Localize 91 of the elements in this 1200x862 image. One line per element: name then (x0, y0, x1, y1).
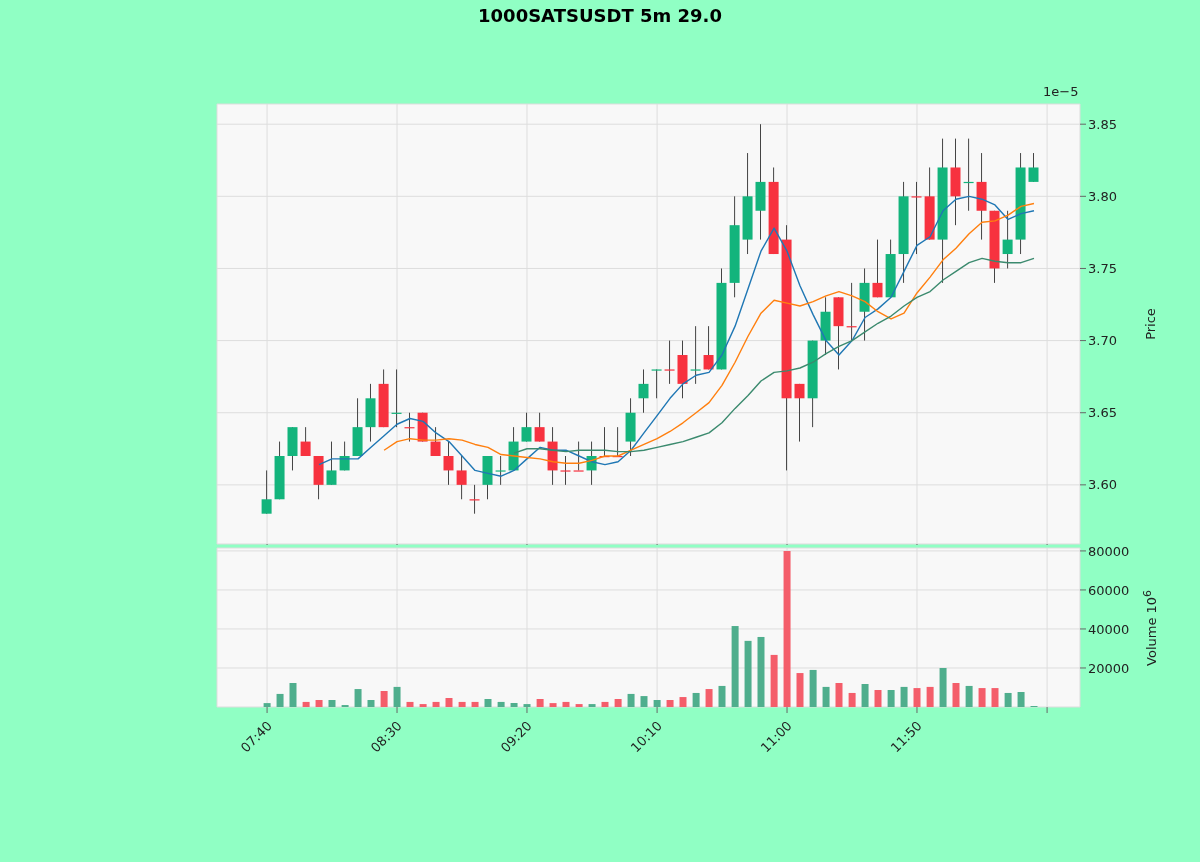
bar (393, 686, 401, 707)
bar (991, 688, 999, 707)
bar (419, 704, 427, 707)
bar (302, 701, 310, 707)
bar (549, 703, 557, 707)
bar (770, 654, 778, 707)
candlestick (560, 455, 571, 486)
candlestick (794, 383, 805, 443)
text: 1e−5 (1043, 84, 1079, 99)
bar (484, 699, 492, 707)
bar (562, 701, 570, 707)
bar (679, 697, 687, 707)
bar (328, 699, 336, 707)
bar (380, 691, 388, 707)
bar (445, 698, 453, 707)
y-tick-label: 40000 (1088, 621, 1130, 637)
bar (276, 693, 284, 707)
bar (432, 701, 440, 707)
y-tick-label: 60000 (1088, 582, 1130, 598)
bar (263, 703, 271, 707)
candlestick (300, 426, 311, 457)
bar (848, 692, 856, 707)
candlestick (521, 412, 532, 443)
bar (1004, 692, 1012, 707)
bar (835, 683, 843, 707)
bar (952, 683, 960, 707)
y-tick-label: 3.60 (1088, 477, 1117, 493)
y-axis-title: Price (1142, 308, 1158, 340)
candlestick (651, 368, 662, 399)
y-tick-label: 20000 (1088, 660, 1130, 676)
bar (588, 704, 596, 707)
bar (536, 699, 544, 707)
candlestick (911, 181, 922, 255)
y-tick-label: 3.80 (1088, 188, 1117, 204)
bar (653, 699, 661, 707)
y-tick-label: 3.85 (1088, 116, 1117, 132)
bar (718, 685, 726, 707)
bar (367, 699, 375, 707)
candlestick (1028, 152, 1039, 183)
bar (965, 685, 973, 707)
bar (978, 688, 986, 707)
y-tick-label: 3.70 (1088, 333, 1117, 349)
candlestick (261, 469, 272, 515)
candlestick (495, 455, 506, 486)
candlestick (430, 426, 441, 457)
bar (289, 683, 297, 707)
y-tick-label: 3.65 (1088, 405, 1117, 421)
candlestick (326, 441, 337, 486)
bar (744, 640, 752, 707)
bar (497, 701, 505, 707)
candlestick (703, 325, 714, 370)
bar (796, 673, 804, 707)
bar (406, 701, 414, 707)
bar (809, 669, 817, 707)
candlestick (573, 441, 584, 472)
bar (614, 699, 622, 707)
bar (926, 686, 934, 707)
bar (315, 699, 323, 707)
y-tick-label: 3.75 (1088, 261, 1117, 277)
bar (601, 701, 609, 707)
bar (458, 701, 466, 707)
bar (575, 704, 583, 707)
y-tick-label: 80000 (1088, 543, 1130, 559)
bar (523, 704, 531, 707)
bar (1017, 691, 1025, 707)
candlestick (1002, 210, 1013, 269)
bar (874, 690, 882, 707)
candlestick (534, 412, 545, 443)
candlestick (872, 239, 883, 298)
candlestick (456, 455, 467, 500)
bar (731, 626, 739, 707)
bar (471, 701, 479, 707)
candlestick (664, 340, 675, 385)
bar (627, 693, 635, 707)
bar (692, 692, 700, 707)
bar (913, 688, 921, 707)
bar (861, 683, 869, 707)
bar (666, 699, 674, 707)
bar (354, 689, 362, 707)
bar (757, 636, 765, 707)
bar (887, 690, 895, 707)
bar (705, 689, 713, 707)
chart-title: 1000SATSUSDT 5m 29.0 (477, 5, 723, 26)
bar (822, 686, 830, 707)
bar (640, 696, 648, 707)
bar (510, 703, 518, 707)
bar (900, 686, 908, 707)
candlestick (443, 441, 454, 486)
candlestick (638, 368, 649, 414)
candlestick (690, 325, 701, 385)
bar (939, 667, 947, 707)
